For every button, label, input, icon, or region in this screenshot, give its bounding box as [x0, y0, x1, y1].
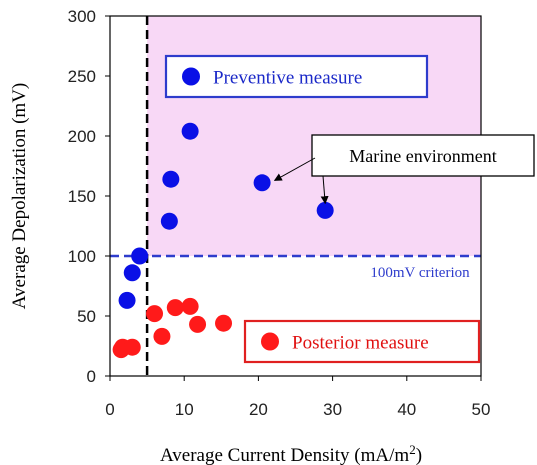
preventive-point — [123, 264, 141, 282]
y-tick-label: 150 — [68, 187, 96, 206]
preventive-point — [316, 201, 334, 219]
posterior-point — [153, 327, 171, 345]
preventive-legend-label: Preventive measure — [213, 68, 362, 89]
posterior-point — [215, 314, 233, 332]
marine-annotation-label: Marine environment — [349, 146, 496, 166]
marine-annotation-box — [311, 134, 535, 177]
posterior-legend-marker — [261, 332, 279, 351]
x-axis-label: Average Current Density (mA/m2) — [160, 442, 422, 465]
x-tick-label: 20 — [249, 400, 268, 419]
x-tick-label: 40 — [397, 400, 416, 419]
preventive-point — [160, 212, 178, 230]
y-tick-label: 0 — [87, 367, 96, 386]
posterior-point — [123, 338, 141, 356]
y-tick-label: 250 — [68, 67, 96, 86]
posterior-point — [166, 299, 184, 317]
x-tick-label: 0 — [105, 400, 114, 419]
y-tick-label: 200 — [68, 127, 96, 146]
preventive-point — [181, 122, 199, 140]
x-tick-label: 10 — [175, 400, 194, 419]
preventive-point — [131, 247, 149, 265]
preventive-legend-box — [164, 54, 429, 99]
y-tick-label: 300 — [68, 7, 96, 26]
posterior-point — [146, 305, 164, 323]
posterior-legend-box — [243, 319, 481, 364]
preventive-point — [253, 174, 271, 192]
x-tick-label: 50 — [472, 400, 491, 419]
y-axis-label: Average Depolarization (mV) — [9, 83, 30, 310]
marine-annotation-arrow — [273, 157, 316, 181]
marine-annotation-arrow — [320, 175, 329, 205]
preventive-point — [162, 170, 180, 188]
y-tick-label: 50 — [77, 307, 96, 326]
posterior-point — [189, 315, 207, 333]
criterion-label: 100mV criterion — [370, 265, 470, 281]
x-tick-label: 30 — [323, 400, 342, 419]
posterior-point — [181, 297, 199, 315]
y-tick-label: 100 — [68, 247, 96, 266]
preventive-point — [118, 291, 136, 309]
posterior-legend-label: Posterior measure — [292, 333, 429, 354]
preventive-legend-marker — [182, 67, 200, 86]
